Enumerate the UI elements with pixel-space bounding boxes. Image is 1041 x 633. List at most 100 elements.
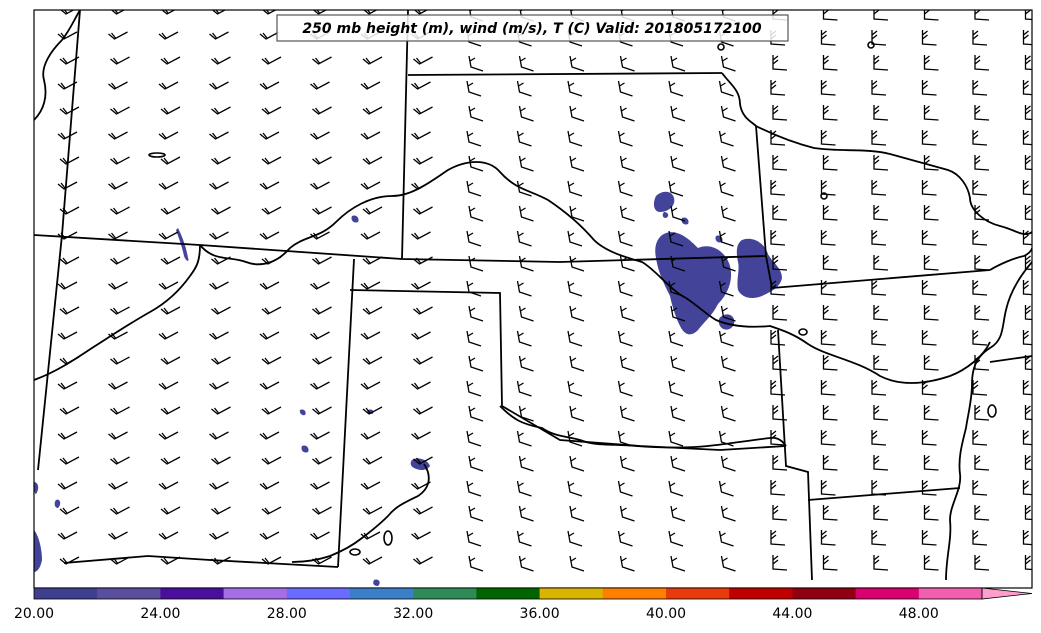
wind-barb <box>820 480 836 496</box>
wind-barb <box>820 30 836 46</box>
wind-barb <box>873 255 889 271</box>
wind-barb <box>770 180 786 196</box>
wind-barb <box>466 380 482 397</box>
colorbar-segment <box>855 588 920 599</box>
wind-barb <box>567 80 583 97</box>
wind-barb <box>362 256 383 265</box>
wind-barb <box>619 355 635 372</box>
wind-barb <box>413 556 433 565</box>
wind-barb <box>670 155 686 172</box>
co-speck <box>351 215 359 223</box>
colorbar-tick-label: 36.00 <box>520 606 560 622</box>
wind-barb <box>972 30 988 46</box>
wind-barb <box>518 255 534 272</box>
wind-barb <box>360 231 381 240</box>
wind-barb <box>110 406 130 415</box>
wind-barb <box>619 105 635 122</box>
wind-barb <box>362 156 383 165</box>
wind-barb <box>110 306 130 315</box>
wind-barb <box>1024 505 1032 521</box>
wind-barb <box>413 256 433 265</box>
colorbar-segment <box>602 588 667 599</box>
wind-barb <box>720 155 736 172</box>
wind-barb <box>569 155 585 172</box>
nm-az-bottom <box>63 555 149 564</box>
wind-barb <box>518 55 534 72</box>
wind-barb <box>516 430 532 447</box>
wind-barb <box>411 181 431 190</box>
wind-barb <box>259 281 280 290</box>
wind-barb <box>518 505 534 522</box>
wind-barb <box>718 230 734 247</box>
wind-barb <box>158 531 179 540</box>
wind-barb <box>822 105 838 121</box>
wind-barb <box>972 380 988 396</box>
wind-barb <box>160 556 181 565</box>
wind-barb <box>972 280 988 296</box>
wind-barb <box>974 10 990 21</box>
wind-barb <box>668 280 684 297</box>
wind-barb <box>160 106 181 115</box>
wind-barb <box>923 455 939 471</box>
wind-barb <box>108 81 128 90</box>
wind-barb <box>569 555 585 572</box>
wind-barb <box>110 356 130 365</box>
colorbar-tick-label: 44.00 <box>772 606 812 622</box>
wind-barb <box>110 506 130 515</box>
wind-barb <box>617 330 633 347</box>
wind-barb <box>873 505 889 521</box>
wind-barb <box>518 455 534 472</box>
wind-barb <box>974 555 990 571</box>
wind-barb <box>518 555 534 572</box>
lake-8 <box>148 152 166 158</box>
wind-barb <box>110 106 130 115</box>
wind-barb <box>619 505 635 522</box>
wind-barb <box>567 380 583 397</box>
wind-barb <box>1024 255 1032 271</box>
wind-barb <box>160 356 181 365</box>
wind-barb <box>873 10 889 21</box>
wind-barb <box>619 55 635 72</box>
wind-barb <box>923 405 939 421</box>
wind-barb <box>362 456 383 465</box>
wind-barb <box>718 280 734 297</box>
wind-barb <box>772 555 788 571</box>
wind-barb <box>1024 10 1032 21</box>
colorbar: 20.00 24.00 28.00 32.00 36.00 40.00 44.00 48.00 <box>14 587 1033 622</box>
wind-barb <box>261 456 282 465</box>
colorbar-segment <box>286 588 351 599</box>
wind-barb <box>770 480 786 496</box>
wind-barb <box>160 456 181 465</box>
wind-barb <box>310 531 330 540</box>
wind-barb <box>718 530 734 547</box>
wind-barb <box>923 55 939 71</box>
wind-barb <box>770 380 786 396</box>
wind-barb <box>567 480 583 497</box>
wind-barb <box>360 281 381 290</box>
kansas-east <box>755 125 773 289</box>
wind-barb <box>567 280 583 297</box>
wind-barb <box>360 531 381 540</box>
wind-barb <box>720 505 736 522</box>
wind-barb <box>516 130 532 147</box>
wind-barb <box>569 105 585 122</box>
colorbar-tick-label: 28.00 <box>267 606 307 622</box>
wind-barb <box>569 405 585 422</box>
wind-barb <box>110 206 130 215</box>
wind-barb <box>974 55 990 71</box>
wind-barb <box>972 130 988 146</box>
wind-barb <box>972 230 988 246</box>
wind-barb <box>1024 155 1032 171</box>
wind-barb <box>413 106 433 115</box>
wind-barb <box>108 531 128 540</box>
wind-barb <box>468 355 484 372</box>
wind-barb <box>57 81 78 90</box>
wind-barb <box>822 555 838 571</box>
wind-barb <box>518 205 534 222</box>
wind-barb <box>310 181 330 190</box>
wind-barb <box>770 330 786 346</box>
kansas-small-blob <box>718 314 735 330</box>
wind-barb <box>974 155 990 171</box>
nm-speck-2 <box>299 409 306 416</box>
wind-barb <box>108 281 128 290</box>
